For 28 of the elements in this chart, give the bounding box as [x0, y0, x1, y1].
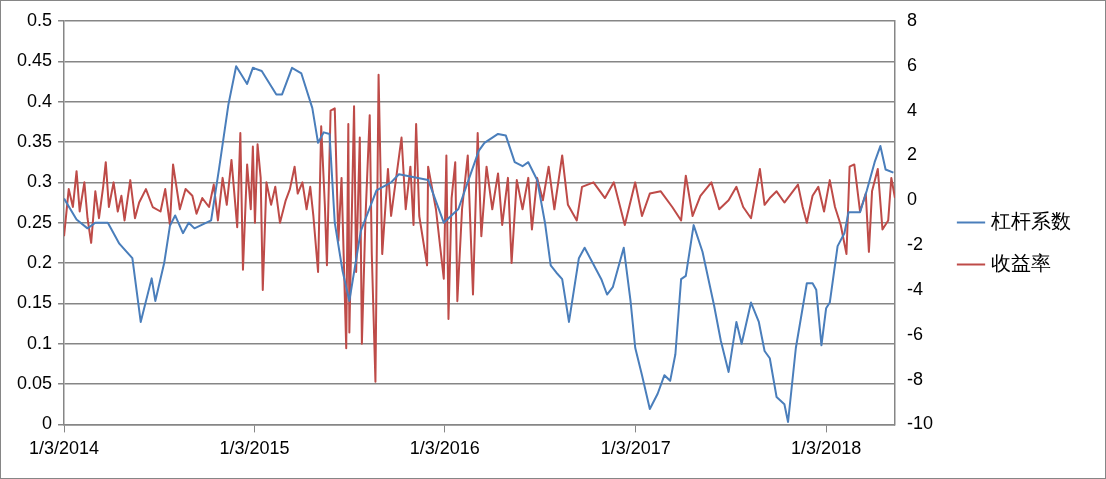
y2-tick-label: -10 — [906, 413, 933, 434]
y2-tick-label: -2 — [906, 234, 923, 255]
y2-tick-label: 6 — [906, 54, 917, 75]
x-tick-label: 1/3/2015 — [219, 438, 290, 459]
y2-tick-label: 0 — [906, 189, 917, 210]
x-tick-label: 1/3/2018 — [791, 438, 862, 459]
y2-tick-label: -4 — [906, 278, 923, 299]
x-tick-label: 1/3/2017 — [600, 438, 671, 459]
y-tick-label: 0.1 — [27, 332, 53, 353]
legend-label: 杠杆系数 — [990, 210, 1071, 233]
y-tick-label: 0.15 — [16, 292, 53, 313]
y-tick-label: 0.35 — [16, 130, 53, 151]
x-tick-label: 1/3/2016 — [409, 438, 480, 459]
y-tick-label: 0.4 — [27, 90, 53, 111]
y-tick-label: 0.3 — [27, 171, 53, 192]
y2-tick-label: 8 — [906, 9, 917, 30]
y-tick-label: 0.05 — [16, 373, 53, 394]
y-tick-label: 0 — [42, 413, 53, 434]
y-tick-label: 0.5 — [27, 9, 53, 30]
y-tick-label: 0.2 — [27, 252, 53, 273]
y2-tick-label: 2 — [906, 144, 917, 165]
y2-tick-label: -6 — [906, 323, 923, 344]
legend-label: 收益率 — [991, 252, 1051, 275]
y-tick-label: 0.25 — [16, 211, 53, 232]
y-tick-label: 0.45 — [16, 50, 53, 71]
y2-tick-label: -8 — [906, 368, 923, 389]
x-tick-label: 1/3/2014 — [28, 438, 100, 459]
y2-tick-label: 4 — [906, 99, 917, 120]
